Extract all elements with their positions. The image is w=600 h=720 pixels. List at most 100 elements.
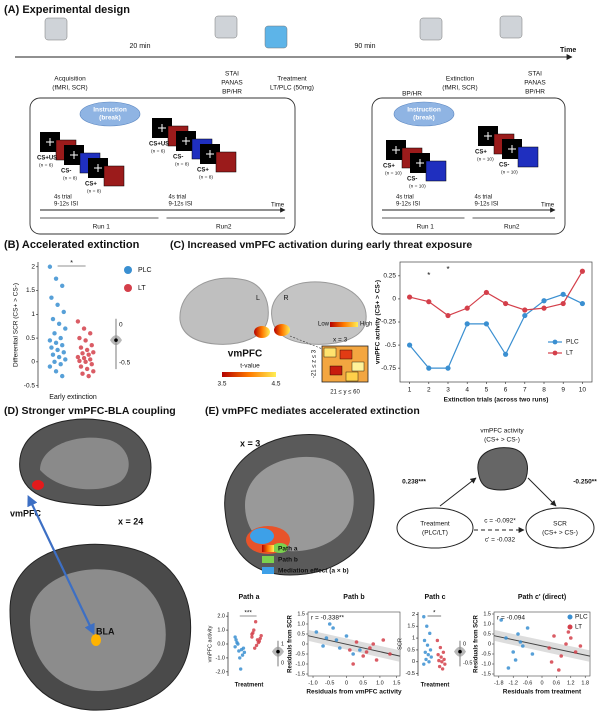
data-point <box>83 359 88 365</box>
label: Differential SCR (CS+ > CS-) <box>13 283 20 367</box>
label: -0.5 <box>24 382 36 389</box>
label: Extinction trials (across two runs) <box>444 397 549 404</box>
data-point <box>441 650 446 654</box>
data-point <box>321 644 325 648</box>
label: CS- <box>407 177 417 183</box>
series-point <box>560 291 566 297</box>
label: -1.0 <box>308 680 317 686</box>
data-point <box>83 338 88 343</box>
label: 1 <box>412 636 415 642</box>
data-point <box>358 648 362 652</box>
label: 0 <box>281 661 284 667</box>
data-point <box>442 657 446 662</box>
legend-swatch <box>552 350 558 356</box>
label: 1.0 <box>297 621 305 627</box>
label: CS- <box>173 155 183 161</box>
label: Path c <box>424 594 445 601</box>
data-point <box>50 352 56 357</box>
label: -0.5 <box>119 360 131 367</box>
data-point <box>254 643 259 648</box>
data-point <box>53 340 59 346</box>
label: Path a <box>278 546 298 553</box>
label: (break) <box>413 115 435 122</box>
path-arrow <box>527 477 557 507</box>
seed-region <box>32 480 44 490</box>
label: -1.0 <box>296 661 305 667</box>
data-point <box>61 309 66 315</box>
legend-swatch <box>567 614 573 620</box>
data-point <box>351 662 355 666</box>
series-point <box>483 289 489 296</box>
label: Residuals from SCR <box>474 614 480 672</box>
data-point <box>374 658 379 662</box>
label: (n = 6) <box>39 162 53 168</box>
label: x = 3 <box>333 337 348 344</box>
data-point <box>559 654 563 658</box>
label: 4.5 <box>271 381 280 388</box>
stimulus-screen <box>425 160 447 182</box>
legend-swatch <box>124 266 132 274</box>
label: * <box>446 265 449 274</box>
data-point <box>511 650 515 654</box>
label: 0.5 <box>483 631 491 637</box>
data-point <box>89 343 94 348</box>
data-point <box>60 343 65 348</box>
data-point <box>49 345 54 350</box>
label: r = -0.094 <box>497 615 525 622</box>
data-point <box>233 645 237 649</box>
data-point <box>552 634 556 638</box>
data-point <box>439 655 443 659</box>
data-point <box>88 357 93 362</box>
data-point <box>573 650 578 654</box>
brain-surface <box>271 281 367 345</box>
icon <box>419 17 443 41</box>
data-point <box>89 362 94 367</box>
zoom-voxel <box>351 361 365 372</box>
activation <box>272 543 288 553</box>
data-point <box>47 264 53 269</box>
data-point <box>557 668 561 672</box>
legend-swatch <box>124 284 132 292</box>
series-point <box>541 305 547 311</box>
label: * <box>427 271 430 280</box>
data-point <box>424 657 428 662</box>
label: (fMRI, SCR) <box>442 85 477 92</box>
zoom-voxel <box>329 365 343 376</box>
data-point <box>256 640 261 645</box>
data-point <box>429 655 433 659</box>
label: (n = 10) <box>477 156 494 162</box>
series-point <box>464 321 470 327</box>
data-point <box>427 660 431 664</box>
data-point <box>547 646 551 650</box>
data-point <box>233 635 237 639</box>
label: (fMRI, SCR) <box>52 85 87 92</box>
label: Run 1 <box>417 224 435 231</box>
panel-title: (A) Experimental design <box>4 4 130 16</box>
label: Time <box>560 47 576 54</box>
label: * <box>70 258 73 267</box>
label: CS+ <box>197 168 209 174</box>
data-point <box>55 347 60 353</box>
label: vmPFC activity <box>480 428 524 435</box>
label: 1.0 <box>483 621 491 627</box>
data-point <box>60 283 65 288</box>
series-point <box>579 300 586 307</box>
data-point <box>364 650 369 654</box>
data-point <box>530 652 535 656</box>
panel-title: (C) Increased vmPFC activation during ea… <box>170 239 472 251</box>
design-box <box>371 97 566 235</box>
data-point <box>564 642 568 646</box>
icon <box>214 15 238 39</box>
label: 1.5 <box>483 611 491 617</box>
label: -0.25 <box>381 319 396 326</box>
label: 0 <box>412 659 415 665</box>
label: BP/HR <box>525 89 545 96</box>
series-point <box>445 312 451 319</box>
data-point <box>52 359 57 365</box>
label: Treatment <box>420 521 450 528</box>
label: (n = 10) <box>409 183 426 189</box>
data-point <box>55 302 60 307</box>
label: 7 <box>523 387 527 394</box>
label: (n = 10) <box>385 170 402 176</box>
data-point <box>504 636 508 640</box>
